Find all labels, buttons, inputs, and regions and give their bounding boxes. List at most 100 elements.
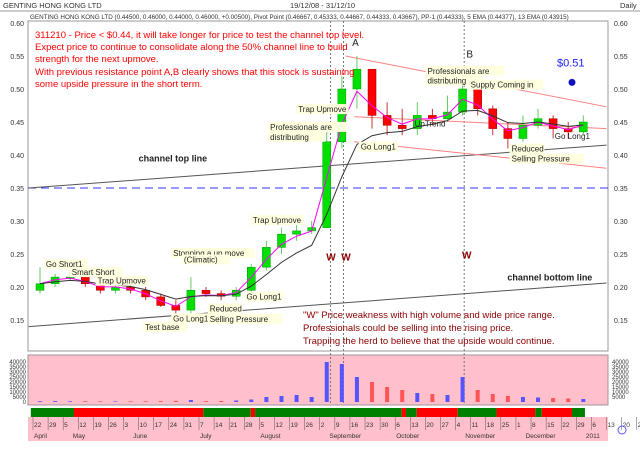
indicator-legend: GENTING HONG KONG LTD (0.44500, 0.46000,… xyxy=(30,14,569,21)
note-line: some upside pressure in the short term. xyxy=(35,79,202,90)
chart-annotation: (Climatic) xyxy=(184,256,218,265)
volume-bar xyxy=(53,401,58,402)
date-tick-label: 18 xyxy=(487,422,495,429)
trend-band-segment xyxy=(572,408,585,417)
volume-bar xyxy=(581,399,586,402)
main-note: 311210 - Price < $0.44, it will take lon… xyxy=(35,30,364,90)
volume-bar xyxy=(128,401,133,402)
chart-annotation: W xyxy=(341,253,351,264)
date-tick-label: 12 xyxy=(79,422,87,429)
target-label: $0.51 xyxy=(557,57,585,69)
volume-bar xyxy=(520,397,525,402)
candle-body xyxy=(563,128,573,133)
chart-annotation: A xyxy=(352,38,359,49)
month-label: November xyxy=(465,433,496,440)
volume-tick-label-right: 15000 xyxy=(612,385,629,391)
annotation-bg xyxy=(296,104,349,115)
date-tick-label: 19 xyxy=(291,422,299,429)
date-tick-label: 31 xyxy=(185,422,193,429)
chart-annotation: Go Long1 xyxy=(555,132,591,141)
trend-band-segment xyxy=(250,408,256,417)
volume-bar xyxy=(536,397,541,402)
candle-body xyxy=(503,128,513,139)
ema5-line xyxy=(39,90,584,307)
annotation-bg xyxy=(181,254,230,265)
trend-line xyxy=(354,116,607,130)
price-tick-label-right: 0.15 xyxy=(614,318,628,325)
date-tick-label: 24 xyxy=(170,422,178,429)
volume-zero-label: 0 xyxy=(23,400,27,406)
annotation-bg xyxy=(509,153,585,164)
volume-bar xyxy=(309,397,314,402)
price-tick-label-left: 0.45 xyxy=(10,120,24,127)
zoom-icon[interactable] xyxy=(617,425,627,435)
date-tick-label: 26 xyxy=(109,422,117,429)
volume-bar xyxy=(204,401,209,402)
date-tick-label: 29 xyxy=(49,422,57,429)
price-tick-label-left: 0.20 xyxy=(10,285,24,292)
volume-tick-label-left: 20000 xyxy=(9,380,26,386)
date-tick-label: 9 xyxy=(336,422,340,429)
chart-annotation: Stopping a up move xyxy=(173,249,245,258)
date-tick-label: 3 xyxy=(125,422,129,429)
note-line: Trapping the herd to believe that the up… xyxy=(303,336,555,347)
note-line: 311210 - Price < $0.44, it will take lon… xyxy=(35,30,364,41)
chart-annotation: Trap Upmove xyxy=(98,277,147,286)
trend-band-segment xyxy=(416,408,458,417)
volume-bar xyxy=(188,400,193,402)
volume-bar xyxy=(324,362,329,402)
annotation-bg xyxy=(207,303,243,314)
price-tick-label-right: 0.35 xyxy=(614,186,628,193)
month-label: 2011 xyxy=(586,433,600,440)
trend-band-segment xyxy=(73,408,204,417)
date-tick-label: 16 xyxy=(351,422,359,429)
price-tick-label-left: 0.50 xyxy=(10,87,24,94)
price-tick-label-right: 0.40 xyxy=(614,153,628,160)
date-tick-label: 11 xyxy=(472,422,479,429)
date-tick-label: 26 xyxy=(306,422,314,429)
volume-bar xyxy=(385,387,390,402)
chart-annotation: Go Long1 xyxy=(361,143,397,152)
chart-annotation: Go Short1 xyxy=(46,260,83,269)
price-tick-label-right: 0.50 xyxy=(614,87,628,94)
trend-band-segment xyxy=(255,408,402,417)
volume-bar xyxy=(551,398,556,402)
price-tick-label-left: 0.55 xyxy=(10,54,24,61)
chart-annotation: Go Long1 xyxy=(173,314,209,323)
chart-annotation: Smart Short xyxy=(72,268,115,277)
volume-bar xyxy=(68,401,73,402)
volume-bar xyxy=(294,395,299,402)
date-tick-label: 8 xyxy=(532,422,536,429)
annotation-bg xyxy=(509,143,545,154)
month-label: April xyxy=(34,433,48,440)
annotation-bg xyxy=(143,321,187,332)
candle-body xyxy=(367,68,377,116)
annotation-bg xyxy=(468,79,544,90)
candle-body xyxy=(171,305,181,311)
volume-bar xyxy=(234,400,239,402)
chart-annotation: Professionals are xyxy=(270,123,332,132)
date-tick-label: 1 xyxy=(517,422,521,429)
price-tick-label-right: 0.55 xyxy=(614,54,628,61)
volume-tick-label-right: 25000 xyxy=(612,375,629,381)
note-line: Expect price to continue to consolidate … xyxy=(35,42,348,53)
candle-body xyxy=(518,125,528,139)
chart-period: Daily xyxy=(620,1,637,10)
price-tick-label-left: 0.15 xyxy=(10,318,24,325)
annotation-bg xyxy=(425,75,483,86)
volume-bar xyxy=(566,398,571,402)
chart-annotation: channel bottom line xyxy=(507,272,592,282)
month-label: September xyxy=(329,433,362,440)
volume-bar xyxy=(475,390,480,402)
price-tick-label-left: 0.40 xyxy=(10,153,24,160)
target-marker xyxy=(568,78,576,86)
volume-tick-label-right: 40000 xyxy=(612,360,629,366)
price-tick-label-right: 0.30 xyxy=(614,219,628,226)
candle-body xyxy=(322,141,331,228)
volume-tick-label-left: 35000 xyxy=(9,365,26,371)
annotation-bg xyxy=(268,121,347,132)
volume-bar xyxy=(505,396,510,402)
candle-body xyxy=(352,68,362,90)
chart-annotation: B xyxy=(466,49,473,60)
